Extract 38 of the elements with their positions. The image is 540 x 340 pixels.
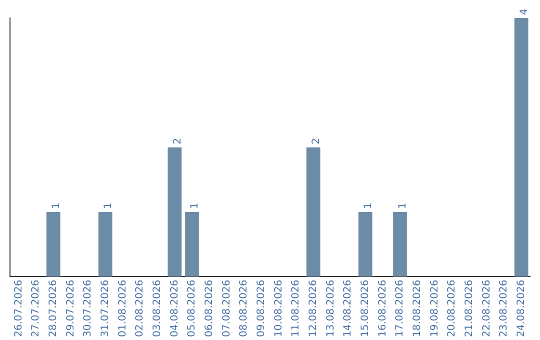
x-tick-label: 20.08.2026 — [446, 280, 458, 338]
x-tick-label: 03.08.2026 — [152, 280, 163, 338]
x-tick-label: 30.07.2026 — [82, 280, 94, 338]
x-tick-label: 26.07.2026 — [13, 280, 24, 338]
x-tick-label: 12.08.2026 — [308, 280, 319, 338]
data-label: 1 — [362, 202, 374, 210]
x-tick-label: 02.08.2026 — [134, 280, 146, 338]
x-tick-label: 09.08.2026 — [256, 280, 267, 338]
x-tick-label: 17.08.2026 — [394, 280, 406, 338]
x-tick-label: 11.08.2026 — [290, 280, 302, 338]
data-label: 4 — [518, 8, 530, 15]
x-tick-label: 27.07.2026 — [30, 280, 42, 338]
x-tick-label: 07.08.2026 — [221, 280, 232, 338]
x-tick-label: 04.08.2026 — [169, 280, 180, 338]
data-label: 2 — [310, 138, 322, 144]
x-tick-label: 21.08.2026 — [464, 280, 475, 338]
x-tick-label: 23.08.2026 — [498, 280, 510, 338]
data-label: 2 — [172, 138, 184, 144]
x-tick-label: 18.08.2026 — [412, 280, 423, 338]
x-tick-label: 19.08.2026 — [429, 280, 440, 338]
x-tick-label: 28.07.2026 — [48, 280, 59, 338]
x-tick-label: 10.08.2026 — [273, 280, 284, 338]
x-tick-label: 06.08.2026 — [204, 280, 215, 338]
x-tick-label: 22.08.2026 — [481, 280, 492, 338]
data-label: 1 — [398, 202, 409, 210]
x-tick-label: 13.08.2026 — [325, 280, 336, 338]
x-tick-label: 08.08.2026 — [238, 280, 250, 338]
data-label: 1 — [50, 202, 62, 210]
x-tick-label: 31.07.2026 — [100, 280, 111, 338]
x-tick-label: 05.08.2026 — [186, 280, 198, 338]
x-tick-label: 15.08.2026 — [360, 280, 371, 338]
x-tick-label: 16.08.2026 — [377, 280, 388, 338]
x-tick-label: 14.08.2026 — [342, 280, 354, 338]
x-tick-label: 29.07.2026 — [65, 280, 76, 338]
x-tick-label: 01.08.2026 — [117, 280, 128, 338]
x-tick-label: 24.08.2026 — [516, 280, 527, 338]
data-label: 1 — [102, 202, 114, 210]
data-label: 1 — [190, 202, 201, 210]
